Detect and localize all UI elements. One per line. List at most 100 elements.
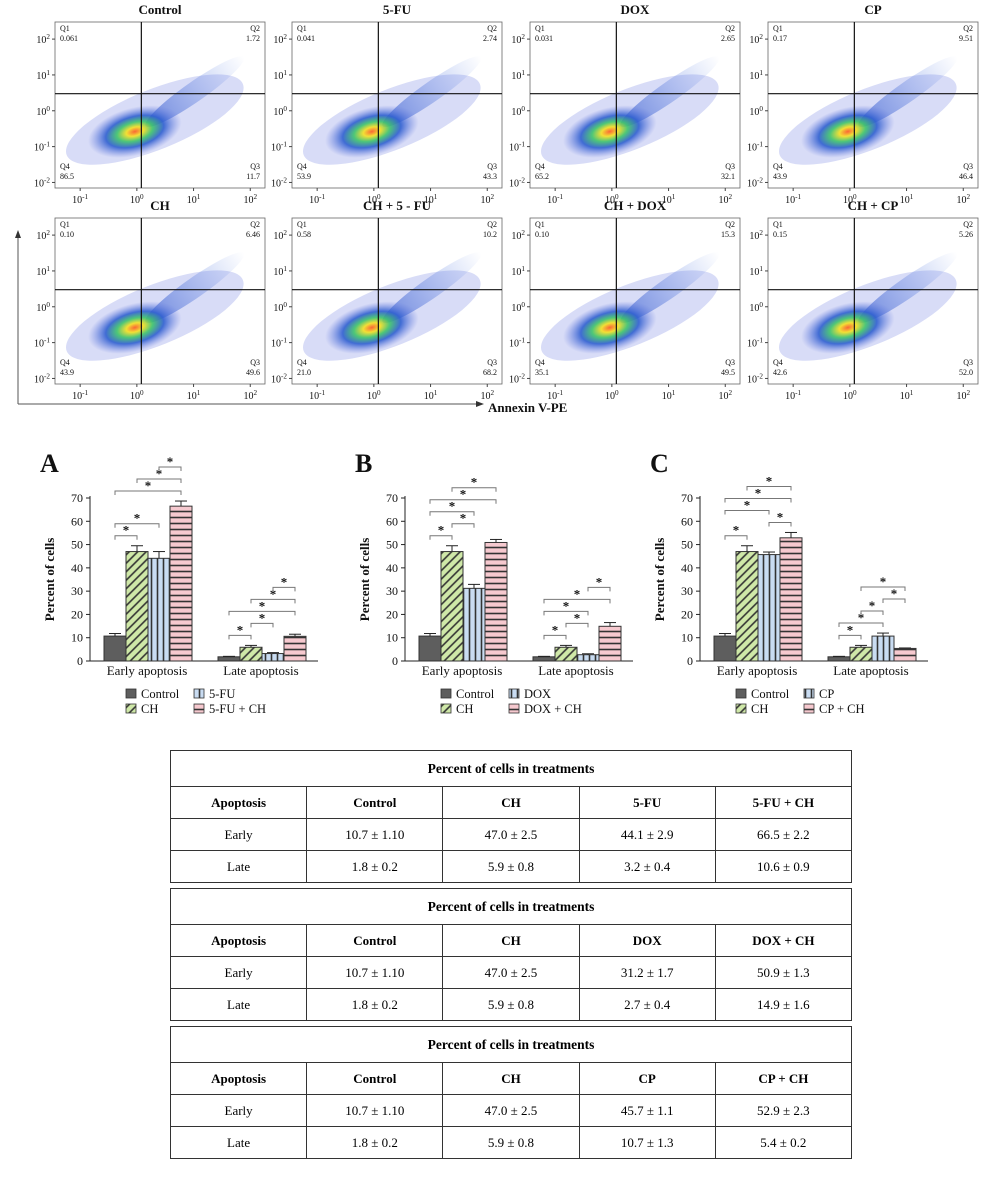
y-tick-label: 20 [386,607,398,621]
table-cell: 10.7 ± 1.10 [306,956,444,989]
significance-bracket [451,487,497,492]
quadrant-value: 0.15 [773,230,787,239]
quadrant-name: Q3 [250,162,260,171]
tick-exponent: 0 [615,193,619,201]
tick-base: 10 [509,178,519,189]
tick-label: 101 [273,265,287,278]
tick-label: 10-2 [509,372,525,385]
column-header: CH [442,924,580,957]
table-row: Early 10.7 ± 1.10 47.0 ± 2.5 44.1 ± 2.9 66.5… [169,818,853,851]
bar [554,646,578,662]
tick-base: 10 [273,267,283,278]
tick-exponent: -1 [44,141,50,149]
plot-frame [529,217,741,385]
tick-label: 102 [511,229,525,242]
tick-base: 10 [36,267,46,278]
significance-label: * [460,511,467,526]
y-tick-label: 50 [386,538,398,552]
tick-base: 10 [187,391,197,402]
tick-base: 10 [273,71,283,82]
tick-base: 10 [718,195,728,206]
tick-exponent: -2 [281,372,287,380]
density-core [325,105,419,158]
quadrant-name: Q2 [487,24,497,33]
legend-swatch [440,688,452,699]
tick-label: 101 [900,389,914,402]
significance-label: * [744,497,751,512]
quadrant-name: Q3 [963,358,973,367]
tick-base: 10 [424,391,434,402]
quadrant-name: Q1 [773,24,783,33]
tick-base: 10 [511,35,521,46]
significance-bracket [136,478,182,484]
table-title: Percent of cells in treatments [170,1026,852,1063]
quadrant-name: Q3 [487,162,497,171]
tick-label: 10-1 [309,389,325,402]
tick-base: 10 [273,35,283,46]
y-tick-label: 60 [386,514,398,528]
tick-base: 10 [309,195,319,206]
legend-swatch [193,688,205,699]
tick-base: 10 [273,107,283,118]
tick-label: 10-2 [509,176,525,189]
legend-label: Control [751,687,790,701]
panel-title: DOX [621,2,651,17]
tick-label: 10-1 [509,337,525,350]
tick-base: 10 [273,303,283,314]
significance-label: * [449,499,456,514]
column-header: DOX + CH [714,924,853,957]
tick-exponent: -1 [795,193,801,201]
tick-exponent: -1 [557,193,563,201]
tick-base: 10 [956,195,966,206]
column-header: Apoptosis [169,1062,308,1095]
table-row: Late 1.8 ± 0.2 5.9 ± 0.8 2.7 ± 0.4 14.9 ± 1.… [169,988,853,1021]
tick-base: 10 [36,35,46,46]
bar [779,537,803,662]
tick-exponent: -2 [757,176,763,184]
tick-exponent: 0 [377,389,381,397]
tick-exponent: 2 [283,33,287,41]
quadrant-value: 10.2 [483,230,497,239]
table-cell: 66.5 ± 2.2 [714,818,853,851]
significance-label: * [847,622,854,637]
table-cell: 5.9 ± 0.8 [442,1126,580,1159]
tick-exponent: 0 [46,105,50,113]
bar [418,635,442,662]
tick-label: 101 [662,193,676,206]
tick-base: 10 [271,339,281,350]
quadrant-value: 68.2 [483,368,497,377]
tick-label: 100 [130,193,144,206]
tick-exponent: -1 [82,389,88,397]
tick-exponent: 1 [759,69,763,77]
y-tick-label: 40 [71,561,83,575]
tick-label: 10-2 [271,176,287,189]
significance-bracket [882,598,906,604]
table-cell: Early [169,1094,308,1127]
tick-label: 102 [243,193,257,206]
tick-label: 102 [956,389,970,402]
tick-exponent: 0 [140,193,144,201]
y-tick-label: 10 [681,631,693,645]
legend-label: Control [456,687,495,701]
legend-swatch [735,688,747,699]
significance-bracket [838,634,862,640]
tick-exponent: 0 [521,105,525,113]
tick-exponent: 1 [672,389,676,397]
tick-exponent: 2 [759,229,763,237]
tick-exponent: 0 [283,301,287,309]
tick-label: 102 [511,33,525,46]
quadrant-name: Q1 [297,220,307,229]
tick-exponent: 0 [377,193,381,201]
tick-exponent: 1 [46,265,50,273]
legend-label: DOX [524,687,551,701]
significance-label: * [563,598,570,613]
tables: Percent of cells in treatments Apoptosis C… [169,750,853,1164]
quadrant-name: Q1 [297,24,307,33]
bar [713,635,737,662]
column-header: CH [442,786,580,819]
quadrant-value: 43.3 [483,172,497,181]
density-core [801,301,895,354]
tick-base: 10 [785,195,795,206]
tick-label: 10-2 [747,176,763,189]
significance-bracket [838,622,884,628]
